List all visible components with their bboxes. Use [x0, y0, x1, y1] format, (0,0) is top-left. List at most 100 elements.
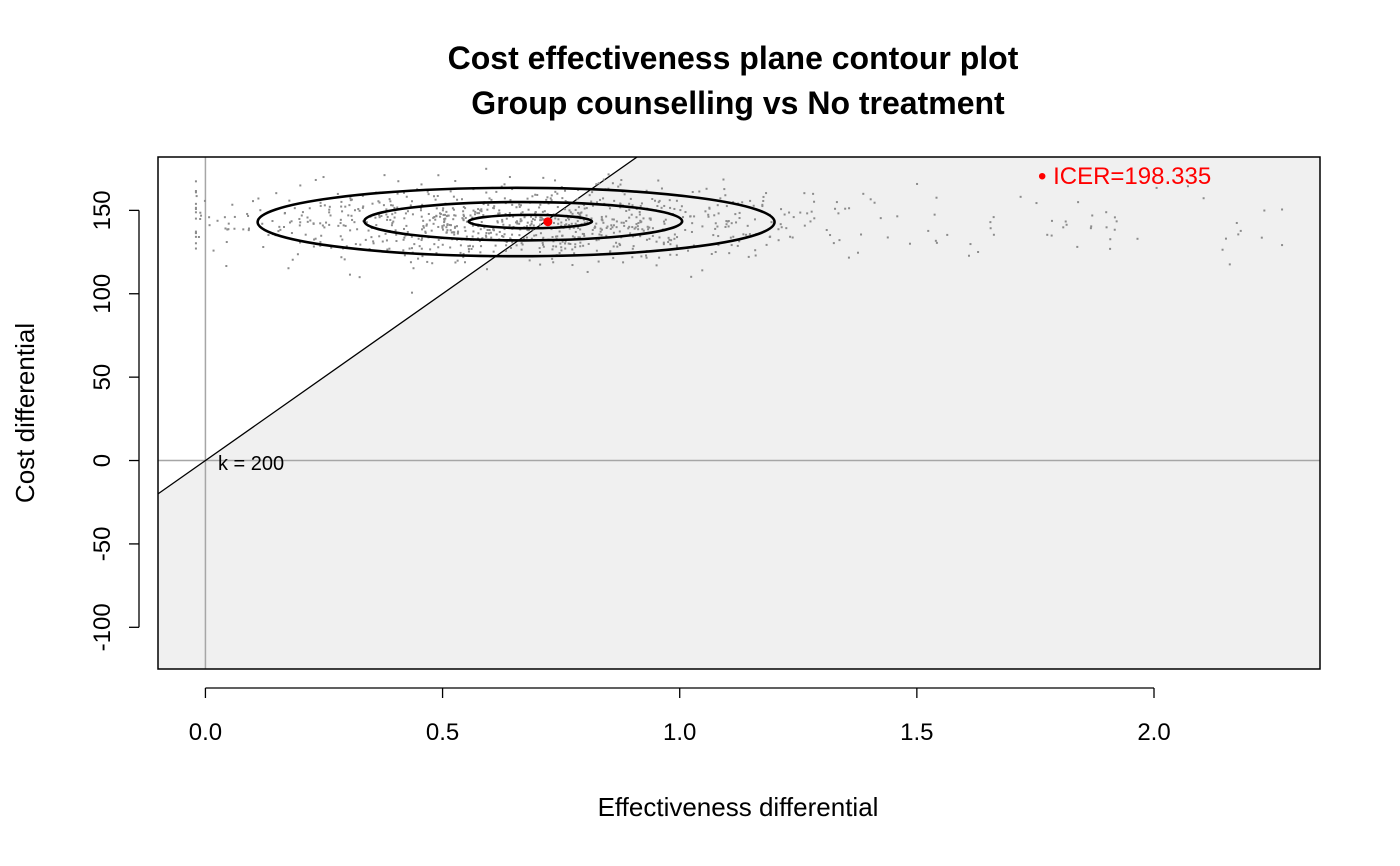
sim-point [503, 183, 506, 186]
sim-point [713, 214, 716, 217]
sim-point [479, 251, 482, 254]
sim-point [247, 215, 250, 218]
sim-point [620, 179, 623, 182]
sim-point [591, 191, 594, 194]
sim-point [640, 202, 643, 205]
sim-point [354, 243, 357, 246]
sim-point [385, 208, 388, 211]
sim-point [474, 210, 477, 213]
wtp-line [158, 157, 639, 495]
sim-point [194, 190, 197, 193]
sim-point [460, 198, 463, 201]
sim-point [233, 227, 236, 230]
sim-point [933, 213, 936, 216]
sim-point [267, 234, 270, 237]
sim-point [669, 253, 672, 256]
sim-point [444, 217, 447, 220]
sim-point [422, 226, 425, 229]
sim-point [654, 199, 657, 202]
sim-point [623, 224, 626, 227]
sim-point [328, 208, 331, 211]
sim-point [290, 220, 293, 223]
sim-point [419, 209, 422, 212]
sim-point [724, 225, 727, 228]
sim-point [320, 234, 323, 237]
sim-point [388, 198, 391, 201]
sim-point [508, 175, 511, 178]
sim-point [1109, 238, 1112, 241]
sim-point [328, 223, 331, 226]
sim-point [433, 243, 436, 246]
sim-point [449, 246, 452, 249]
sim-point [542, 236, 545, 239]
sim-point [622, 221, 625, 224]
sim-point [487, 203, 490, 206]
sim-point [497, 212, 500, 215]
sim-point [613, 199, 616, 202]
sim-point [314, 237, 317, 240]
chart-title: Cost effectiveness plane contour plot [448, 40, 1019, 76]
sim-point [212, 249, 215, 252]
sim-point [1281, 244, 1284, 247]
sim-point [259, 209, 262, 212]
sim-point [668, 238, 671, 241]
sim-point [342, 224, 345, 227]
sim-point [509, 246, 512, 249]
sim-point [526, 197, 529, 200]
sim-point [693, 215, 696, 218]
sim-point [344, 224, 347, 227]
sim-point [287, 267, 290, 270]
sim-point [967, 254, 970, 257]
sim-point [566, 216, 569, 219]
sim-point [717, 243, 720, 246]
sim-point [583, 204, 586, 207]
sim-point [520, 212, 523, 215]
sim-point [454, 180, 457, 183]
sim-point [443, 221, 446, 224]
sim-point [599, 198, 602, 201]
sim-point [637, 228, 640, 231]
sim-point [1105, 226, 1108, 229]
sim-point [579, 241, 582, 244]
sim-point [673, 233, 676, 236]
sim-point [378, 214, 381, 217]
sim-point [503, 228, 506, 231]
sim-point [625, 209, 628, 212]
sim-point [583, 221, 586, 224]
sim-point [451, 207, 454, 210]
sim-point [639, 221, 642, 224]
sim-point [496, 220, 499, 223]
sim-point [261, 222, 264, 225]
sim-point [639, 204, 642, 207]
sim-point [378, 201, 381, 204]
sim-point [456, 225, 459, 228]
sim-point [520, 219, 523, 222]
sim-point [344, 205, 347, 208]
sim-point [490, 198, 493, 201]
sim-point [724, 194, 727, 197]
sim-point [612, 231, 615, 234]
sim-point [442, 228, 445, 231]
sim-point [916, 182, 919, 185]
sim-point [348, 273, 351, 276]
sim-point [803, 224, 806, 227]
sim-point [660, 187, 663, 190]
sim-point [462, 252, 465, 255]
sim-point [472, 230, 475, 233]
sim-point [662, 220, 665, 223]
sim-point [747, 255, 750, 258]
sim-point [635, 223, 638, 226]
sim-point [552, 245, 555, 248]
sim-point [420, 239, 423, 242]
sim-point [716, 204, 719, 207]
sim-point [727, 225, 730, 228]
sim-point [622, 261, 625, 264]
sim-point [555, 245, 558, 248]
sim-point [319, 222, 322, 225]
sim-point [199, 217, 202, 220]
sim-point [442, 224, 445, 227]
sim-point [1115, 220, 1118, 223]
sim-point [199, 211, 202, 214]
sim-point [422, 219, 425, 222]
sim-point [639, 235, 642, 238]
